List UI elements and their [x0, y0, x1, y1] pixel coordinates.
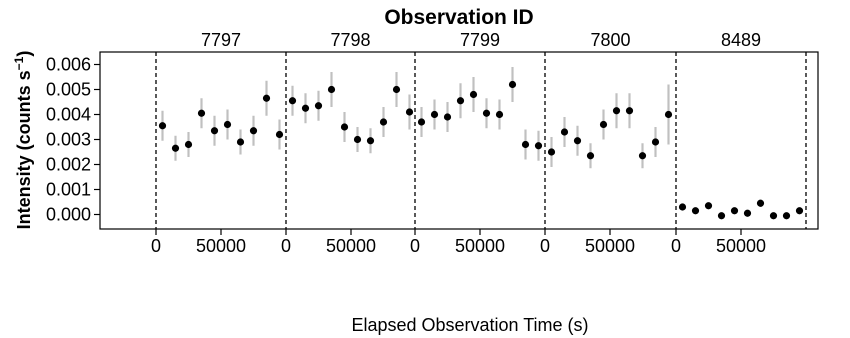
- data-point: [756, 199, 765, 207]
- data-point: [704, 202, 713, 210]
- data-point: [158, 122, 167, 130]
- data-points: [158, 80, 804, 220]
- y-axis: 0.000 0.001 0.002 0.003 0.004 0.005 0.006: [46, 55, 100, 225]
- x-tick-label: 50000: [326, 236, 376, 256]
- error-bars: [161, 67, 801, 219]
- data-point: [366, 137, 375, 145]
- y-tick-label: 0.002: [46, 155, 91, 175]
- y-tick-label: 0.006: [46, 55, 91, 75]
- data-point: [664, 110, 673, 119]
- y-tick-label: 0.000: [46, 205, 91, 225]
- observation-id-label: 7797: [201, 30, 241, 50]
- data-point: [678, 203, 687, 211]
- data-point: [314, 102, 323, 110]
- x-axis-label: Elapsed Observation Time (s): [351, 315, 588, 335]
- data-point: [392, 85, 401, 94]
- data-point: [495, 110, 504, 119]
- data-point: [482, 109, 491, 117]
- observation-dividers: [155, 52, 807, 229]
- data-point: [651, 138, 660, 146]
- observation-id-label: 7800: [590, 30, 630, 50]
- data-point: [508, 80, 517, 89]
- x-tick-label: 0: [281, 236, 291, 256]
- data-point: [275, 130, 284, 139]
- y-tick-label: 0.004: [46, 105, 91, 125]
- data-point: [573, 137, 582, 145]
- data-point: [560, 128, 569, 136]
- x-tick-label: 0: [540, 236, 550, 256]
- data-point: [521, 140, 530, 149]
- data-point: [417, 118, 426, 126]
- y-tick-label: 0.005: [46, 80, 91, 100]
- observation-id-label: 7798: [330, 30, 370, 50]
- x-tick-label: 50000: [455, 236, 505, 256]
- data-point: [534, 142, 543, 150]
- y-tick-label: 0.003: [46, 130, 91, 150]
- data-point: [717, 212, 726, 220]
- data-point: [469, 90, 478, 99]
- data-point: [586, 152, 595, 160]
- chart-title: Observation ID: [384, 6, 533, 29]
- data-point: [236, 138, 245, 146]
- observation-id-label: 8489: [721, 30, 761, 50]
- data-point: [301, 104, 310, 112]
- data-point: [547, 148, 556, 156]
- data-point: [379, 118, 388, 126]
- data-point: [443, 113, 452, 121]
- data-point: [743, 209, 752, 217]
- data-point: [769, 212, 778, 220]
- data-point: [249, 127, 258, 135]
- data-point: [782, 212, 791, 220]
- data-point: [730, 207, 739, 215]
- observation-id-labels: 7797 7798 7799 7800 8489: [201, 30, 761, 50]
- observation-id-label: 7799: [460, 30, 500, 50]
- data-point: [456, 97, 465, 105]
- data-point: [430, 110, 439, 119]
- data-point: [197, 109, 206, 117]
- data-point: [691, 207, 700, 215]
- data-point: [288, 97, 297, 105]
- data-point: [638, 152, 647, 160]
- data-point: [210, 127, 219, 135]
- x-tick-label: 50000: [585, 236, 635, 256]
- x-tick-label: 0: [410, 236, 420, 256]
- plot-frame: [99, 51, 819, 230]
- x-tick-label: 0: [151, 236, 161, 256]
- data-point: [599, 120, 608, 129]
- data-point: [625, 107, 634, 115]
- data-point: [340, 123, 349, 131]
- data-point: [353, 135, 362, 144]
- data-point: [612, 107, 621, 115]
- data-point: [223, 120, 232, 129]
- y-axis-label-exponent: −1: [12, 56, 26, 70]
- data-point: [171, 144, 180, 152]
- data-point: [184, 140, 193, 149]
- data-point: [262, 94, 271, 102]
- data-point: [795, 207, 804, 215]
- x-axis: 0 50000 0 50000 0 50000 0 50000 0 50000: [151, 229, 766, 256]
- y-tick-label: 0.001: [46, 180, 91, 200]
- x-tick-label: 50000: [196, 236, 246, 256]
- data-point: [327, 85, 336, 94]
- y-axis-label: Intensity (counts s−1): [12, 51, 34, 230]
- data-point: [405, 108, 414, 116]
- x-tick-label: 50000: [716, 236, 766, 256]
- x-tick-label: 0: [671, 236, 681, 256]
